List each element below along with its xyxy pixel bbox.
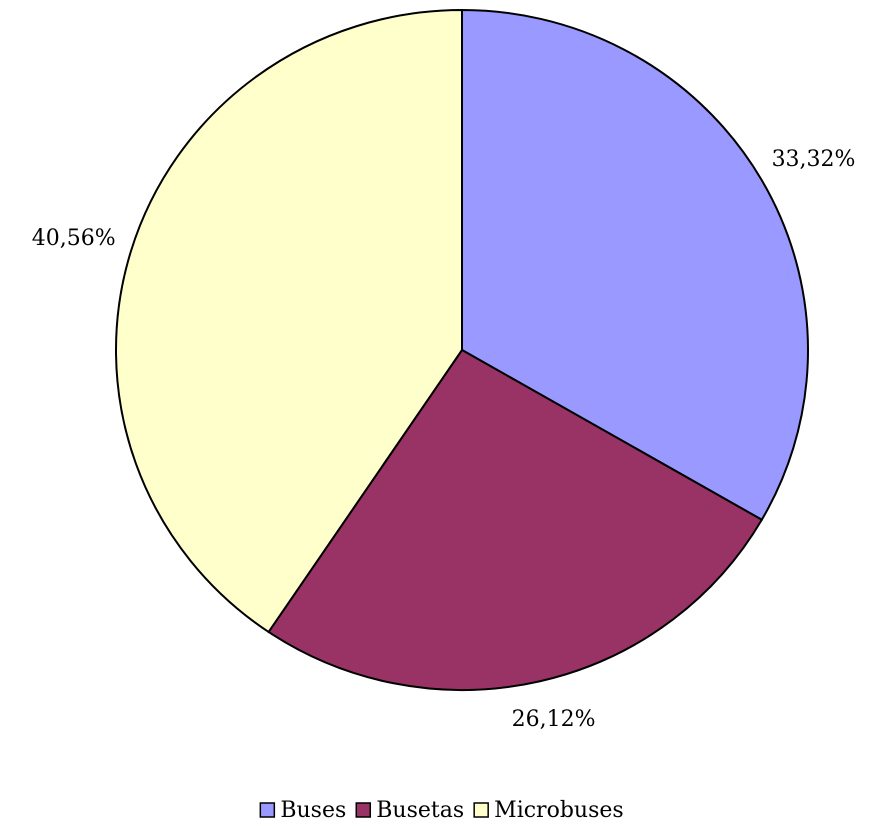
pie-slice	[461, 8, 809, 522]
legend-label: Buses	[280, 798, 346, 823]
data-label: 33,32%	[772, 147, 856, 172]
data-label: 26,12%	[512, 707, 596, 732]
legend-label: Microbuses	[494, 798, 624, 823]
legend-swatch	[259, 802, 276, 818]
pie-slice	[115, 8, 463, 634]
legend-swatch	[355, 802, 372, 818]
data-label: 40,56%	[32, 226, 116, 251]
legend-label: Busetas	[376, 798, 464, 823]
legend-swatch	[473, 802, 489, 818]
pie-slice	[267, 348, 764, 691]
